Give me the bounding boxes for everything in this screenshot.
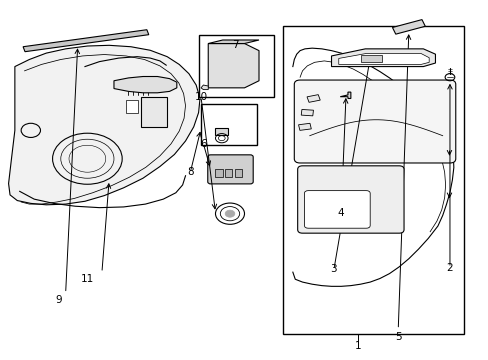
Bar: [360, 55, 382, 62]
Polygon shape: [23, 30, 148, 52]
Circle shape: [224, 210, 234, 217]
FancyBboxPatch shape: [297, 166, 403, 233]
Polygon shape: [298, 123, 311, 130]
Polygon shape: [208, 40, 259, 44]
Bar: [215, 127, 227, 135]
Bar: [140, 97, 167, 127]
Text: 4: 4: [337, 208, 344, 217]
Polygon shape: [340, 92, 350, 99]
Text: 8: 8: [186, 167, 193, 177]
FancyBboxPatch shape: [294, 80, 455, 163]
Polygon shape: [331, 49, 435, 67]
Text: 3: 3: [330, 264, 337, 274]
Polygon shape: [114, 77, 177, 93]
Polygon shape: [9, 45, 200, 205]
Bar: [201, 104, 256, 145]
Polygon shape: [208, 44, 259, 88]
Text: 9: 9: [55, 295, 61, 305]
FancyBboxPatch shape: [304, 191, 369, 228]
Polygon shape: [392, 19, 425, 34]
Text: 1: 1: [354, 341, 361, 351]
Text: 10: 10: [194, 92, 207, 102]
Text: 7: 7: [232, 40, 239, 50]
Text: 11: 11: [81, 274, 94, 284]
Bar: [126, 100, 138, 113]
Polygon shape: [338, 54, 428, 64]
Polygon shape: [306, 95, 320, 102]
Bar: [215, 169, 223, 177]
Bar: [234, 169, 242, 177]
Text: 5: 5: [394, 332, 401, 342]
Text: 2: 2: [446, 263, 452, 273]
Bar: [198, 35, 273, 97]
Text: 6: 6: [200, 139, 206, 149]
Polygon shape: [201, 85, 208, 90]
Polygon shape: [301, 109, 313, 116]
Bar: [224, 169, 232, 177]
Bar: [283, 26, 464, 334]
FancyBboxPatch shape: [207, 155, 253, 184]
